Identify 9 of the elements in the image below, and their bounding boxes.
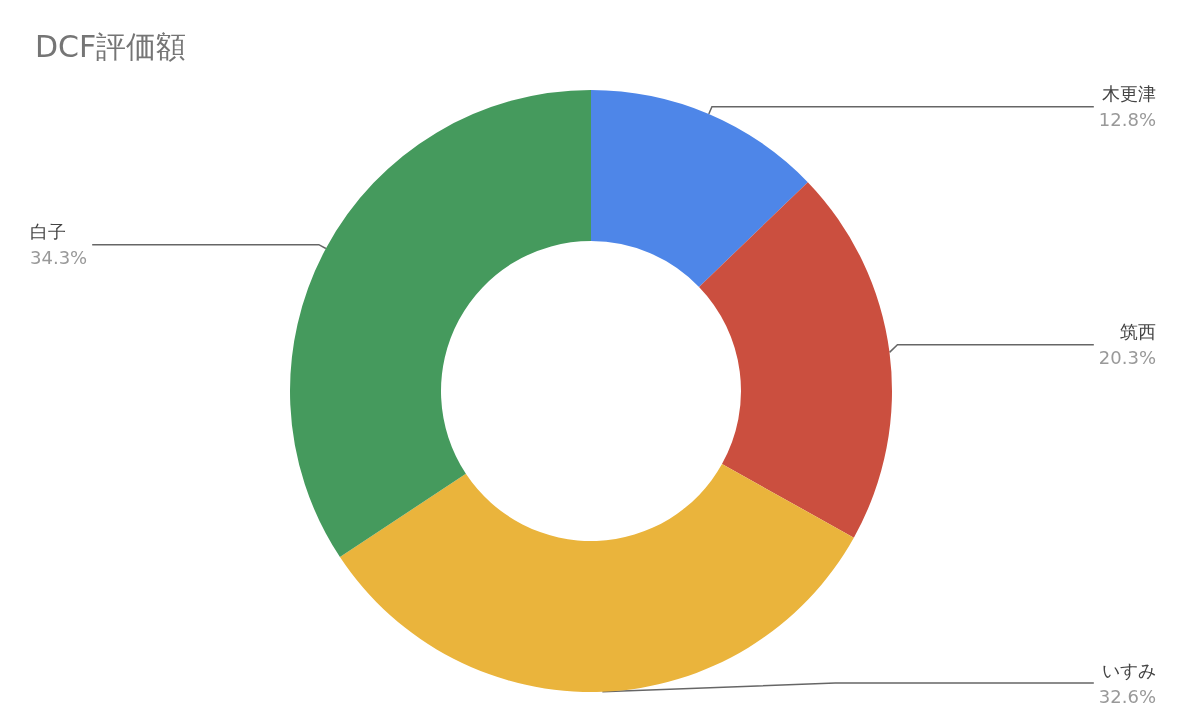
data-label: 32.6% (1098, 685, 1156, 707)
data-label: 12.8% (1098, 109, 1156, 131)
slice-label: 筑西 (1120, 321, 1156, 343)
data-label: 34.3% (30, 247, 88, 269)
data-label: 20.3% (1098, 347, 1156, 369)
slice-label: 木更津 (1102, 83, 1156, 105)
chart-title: DCF評価額 (35, 28, 187, 64)
slice-label: いすみ (1102, 659, 1156, 681)
slice-label: 白子 (30, 221, 66, 243)
